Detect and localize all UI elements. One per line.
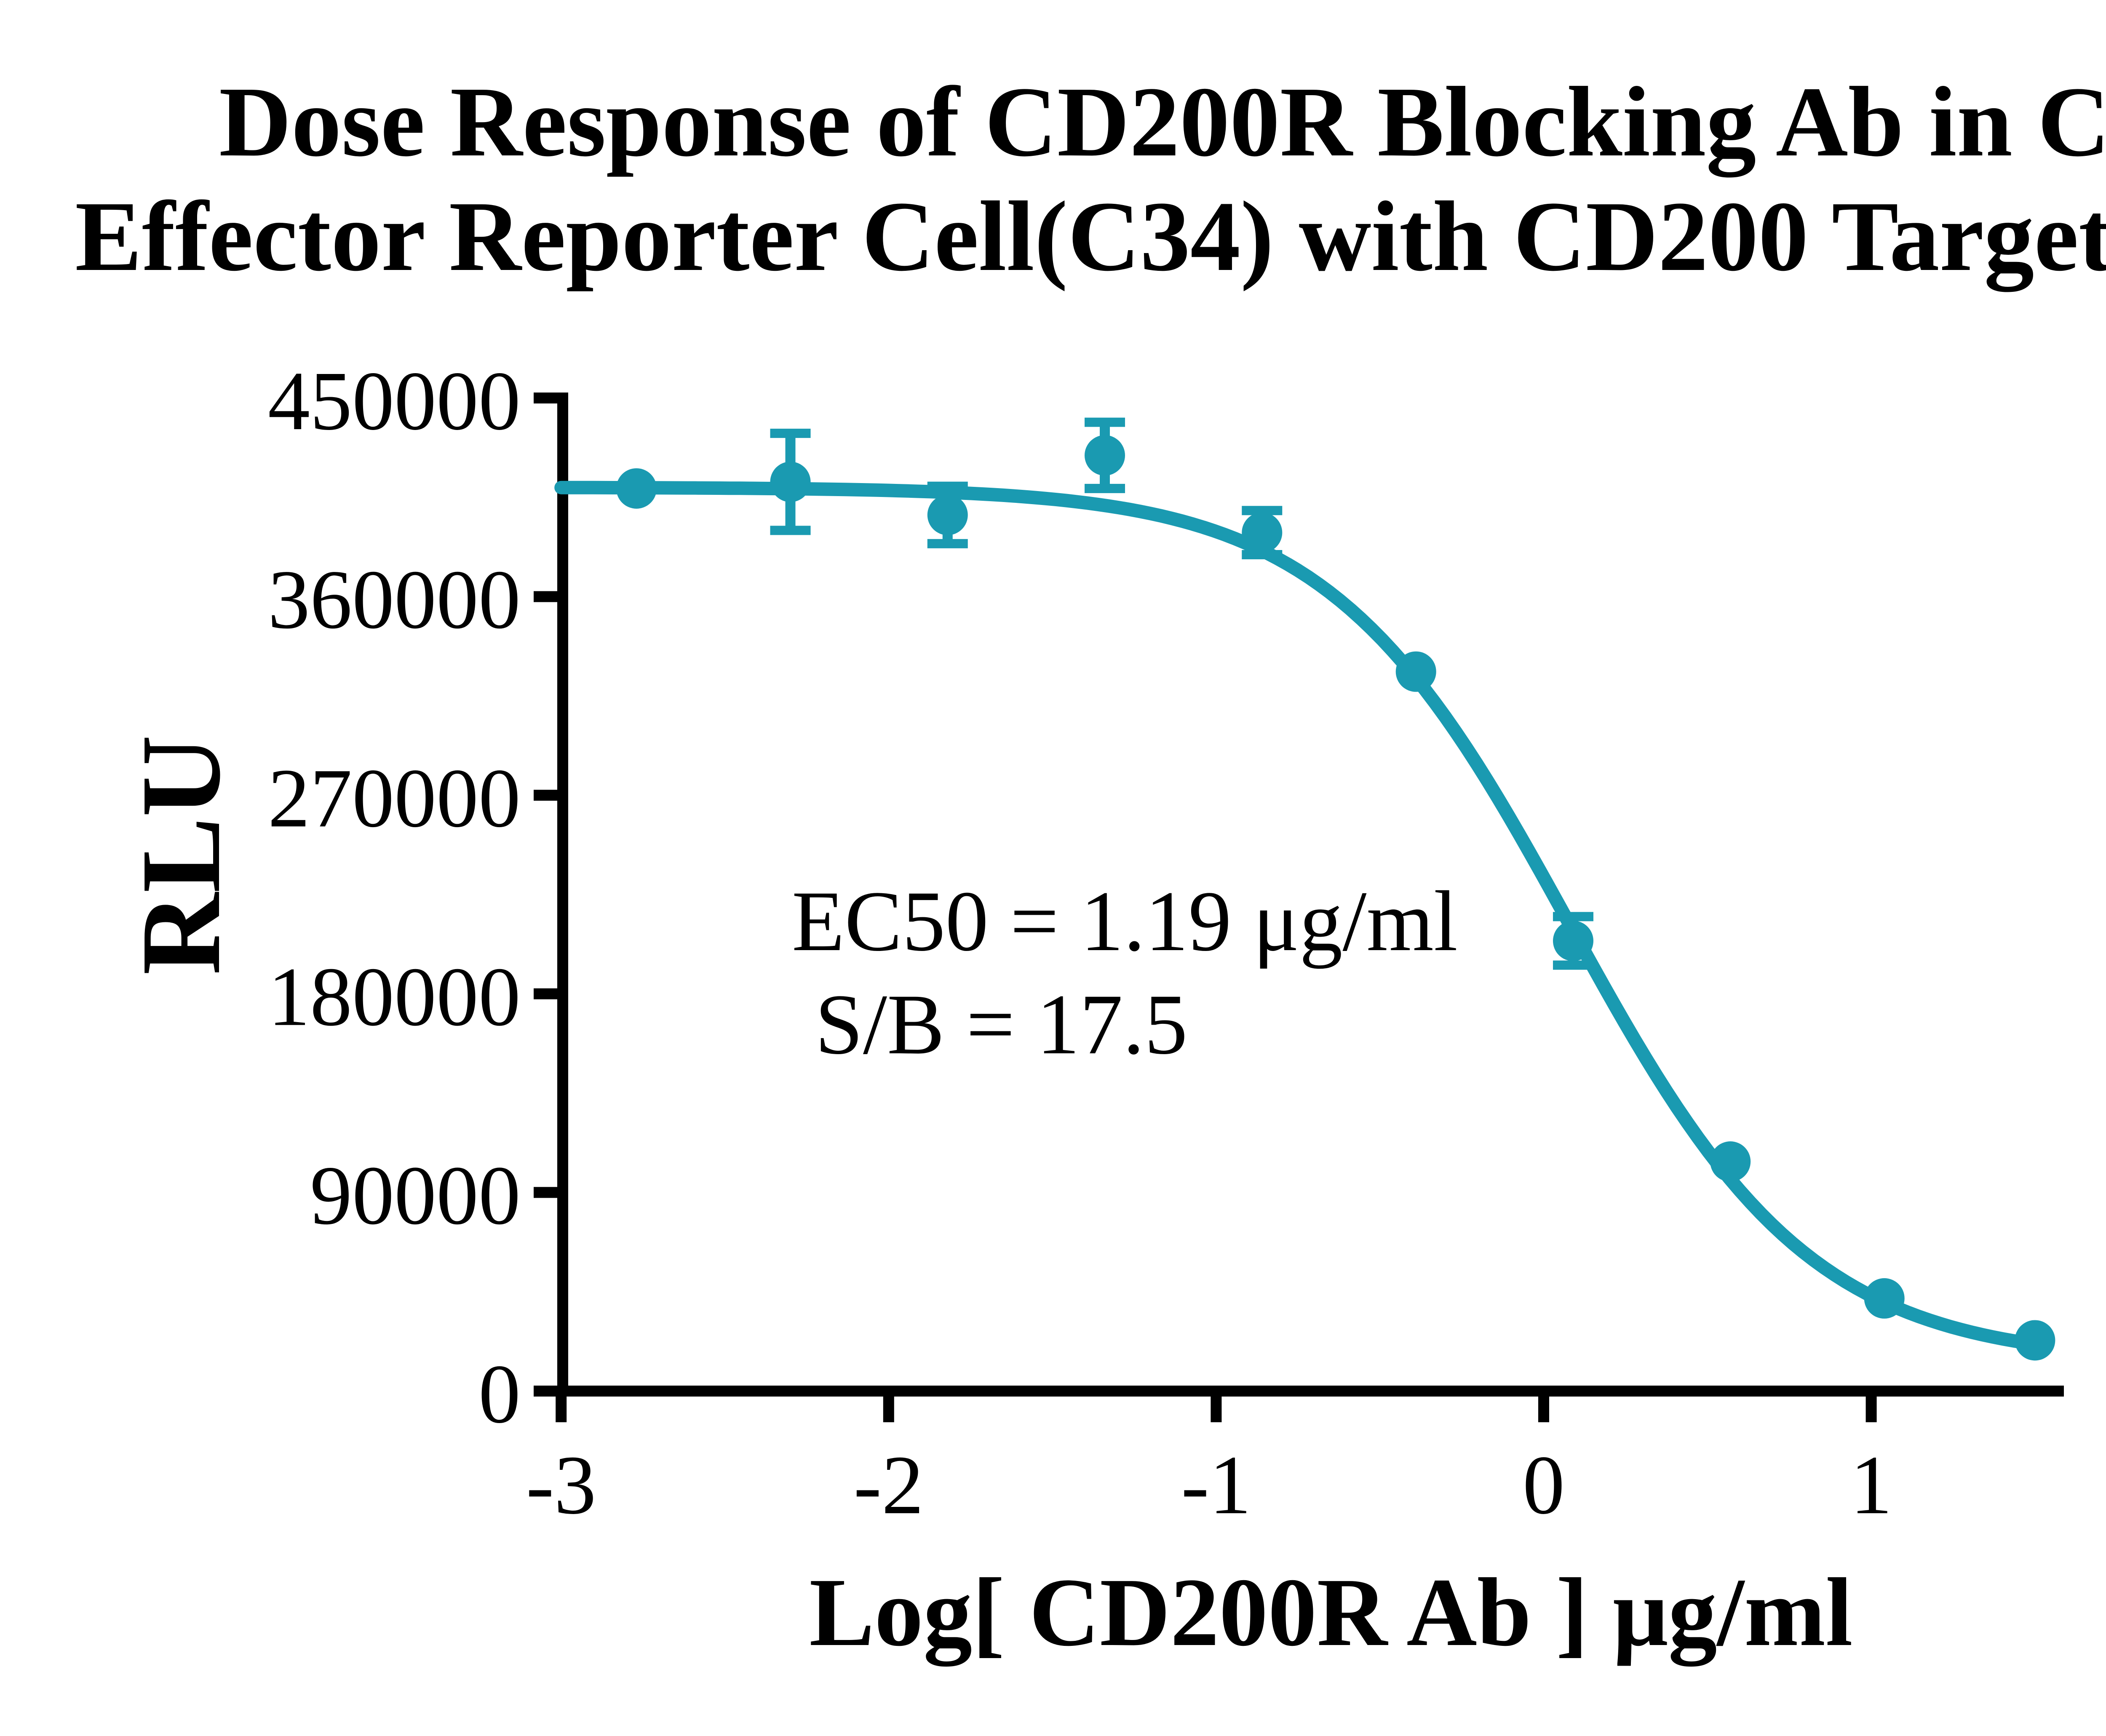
ec50-annotation: EC50 = 1.19 μg/ml (792, 873, 1458, 969)
data-point (927, 494, 968, 535)
y-tick-label: 450000 (268, 355, 521, 448)
y-tick-label: 0 (478, 1348, 521, 1441)
data-point (616, 468, 657, 509)
data-point (1553, 921, 1593, 961)
data-point (770, 462, 811, 502)
fit-annotation: EC50 = 1.19 μg/ml S/B = 17.5 (792, 870, 1458, 1076)
chart-title-line-2: Effector Reporter Cell(C34) with CD200 T… (75, 181, 2106, 292)
data-point (1710, 1141, 1751, 1182)
data-point (1085, 435, 1125, 476)
y-tick-label: 360000 (268, 553, 521, 646)
x-tick-label: -3 (526, 1439, 596, 1532)
x-tick-label: 0 (1523, 1439, 1565, 1532)
x-axis-title: Log[ CD200R Ab ] μg/ml (809, 1558, 1853, 1667)
chart-title-line-1: Dose Response of CD200R Blocking Ab in C… (219, 67, 2106, 177)
sb-annotation: S/B = 17.5 (815, 977, 1188, 1072)
x-tick-label: 1 (1850, 1439, 1892, 1532)
y-tick-label: 270000 (268, 752, 521, 845)
y-tick-label: 90000 (310, 1149, 521, 1242)
chart-title: Dose Response of CD200R Blocking Ab in C… (0, 65, 2106, 294)
x-tick-label: -2 (853, 1439, 924, 1532)
y-tick-label: 180000 (268, 951, 521, 1044)
data-point (1864, 1278, 1905, 1319)
data-point (2015, 1320, 2055, 1361)
x-tick-label: -1 (1181, 1439, 1251, 1532)
data-point (1242, 512, 1283, 553)
data-point (1395, 651, 1436, 692)
